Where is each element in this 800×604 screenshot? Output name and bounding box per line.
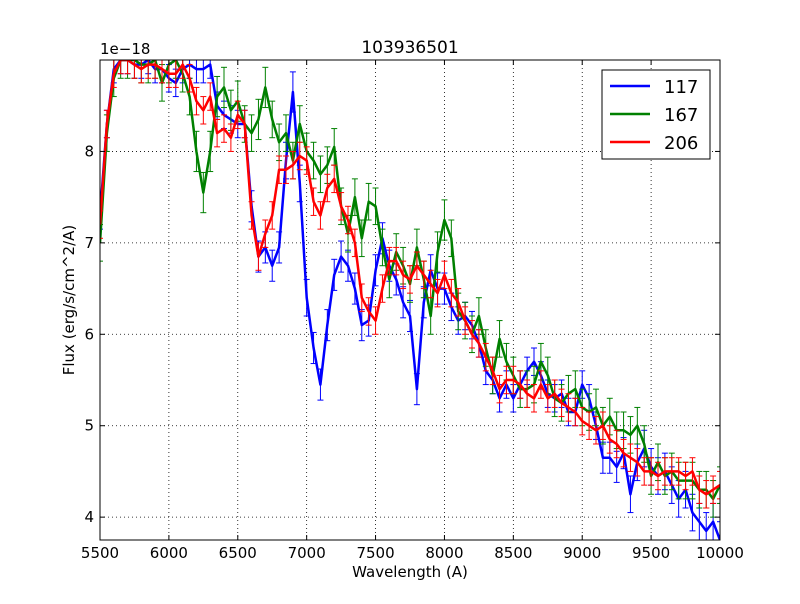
ticks: 5500 6000 6500 7000 7500 8000 8500 9000 9500 1000… [81, 60, 744, 562]
x-tick-label: 7500 [356, 544, 394, 562]
y-tick-label: 4 [84, 508, 94, 526]
x-tick-label: 8500 [494, 544, 532, 562]
x-tick-label: 10000 [696, 544, 744, 562]
y-tick-label: 6 [84, 325, 94, 343]
x-tick-label: 5500 [81, 544, 119, 562]
y-tick-label: 8 [84, 142, 94, 160]
x-tick-label: 8000 [425, 544, 463, 562]
y-tick-label: 5 [84, 417, 94, 435]
series-line [100, 60, 720, 496]
legend-label: 206 [664, 133, 698, 154]
y-tick-label: 7 [84, 234, 94, 252]
legend-label: 117 [664, 77, 698, 98]
x-tick-label: 9500 [632, 544, 670, 562]
legend: 117 167 206 [601, 69, 711, 160]
data-layer [100, 60, 720, 540]
y-axis-label: Flux (erg/s/cm^2/A) [60, 225, 78, 376]
x-tick-label: 6000 [150, 544, 188, 562]
x-tick-label: 6500 [219, 544, 257, 562]
y-offset-label: 1e−18 [100, 40, 150, 58]
series-206 [100, 60, 720, 509]
chart-title: 103936501 [361, 38, 458, 58]
x-tick-label: 9000 [563, 544, 601, 562]
x-tick-label: 7000 [288, 544, 326, 562]
legend-label: 167 [664, 105, 698, 126]
plot-frame [99, 59, 721, 541]
series-line [100, 60, 720, 540]
x-axis-label: Wavelength (A) [352, 563, 468, 581]
